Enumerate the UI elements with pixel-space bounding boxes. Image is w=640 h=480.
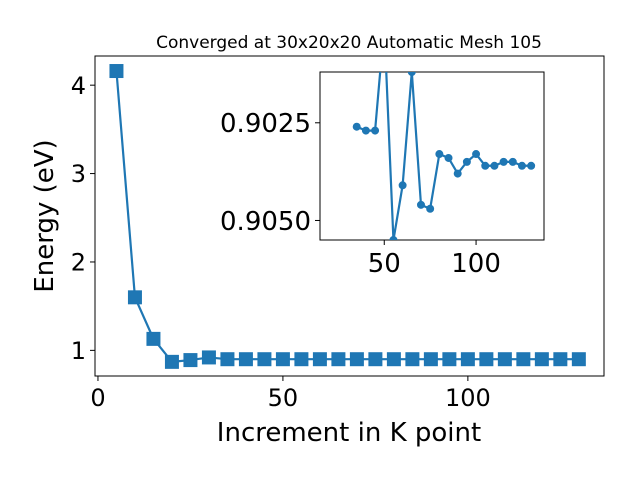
inset-plot: 50 100 0.9025 0.9050 bbox=[220, 71, 545, 279]
inset-frame bbox=[319, 71, 545, 241]
main-data-point bbox=[127, 290, 142, 305]
inset-data-point bbox=[416, 200, 425, 209]
inset-data-point bbox=[481, 161, 490, 170]
main-data-point bbox=[238, 352, 253, 367]
main-data-point bbox=[571, 352, 586, 367]
inset-data-point bbox=[361, 126, 370, 135]
main-data-point bbox=[386, 352, 401, 367]
main-data-point bbox=[460, 352, 475, 367]
main-data-point bbox=[516, 352, 531, 367]
inset-data-point bbox=[499, 157, 508, 166]
chart-title: Converged at 30x20x20 Automatic Mesh 105 bbox=[156, 33, 542, 53]
main-data-point bbox=[479, 352, 494, 367]
main-data-point bbox=[368, 352, 383, 367]
main-data bbox=[109, 64, 586, 369]
inset-data-point bbox=[508, 157, 517, 166]
main-x-tick-label: 100 bbox=[445, 384, 491, 412]
main-data-point bbox=[423, 352, 438, 367]
inset-data-point bbox=[352, 122, 361, 131]
main-data-point bbox=[201, 350, 216, 365]
inset-data-point bbox=[462, 157, 471, 166]
main-plot: 0 50 100 1 2 3 4 bbox=[71, 55, 605, 412]
inset-data-point bbox=[407, 72, 416, 76]
inset-data-point bbox=[435, 150, 444, 159]
main-x-tick-label: 50 bbox=[268, 384, 299, 412]
main-data-point bbox=[275, 352, 290, 367]
inset-data-point bbox=[517, 161, 526, 170]
inset-data-point bbox=[398, 181, 407, 190]
inset-data bbox=[352, 72, 536, 240]
inset-data-point bbox=[371, 126, 380, 135]
main-data-point bbox=[294, 352, 309, 367]
y-axis-label: Energy (eV) bbox=[30, 139, 60, 292]
inset-data-point bbox=[490, 161, 499, 170]
main-data-point bbox=[331, 352, 346, 367]
main-frame bbox=[94, 55, 605, 377]
main-data-point bbox=[442, 352, 457, 367]
inset-data-point bbox=[453, 169, 462, 178]
main-y-tick-label: 3 bbox=[71, 160, 86, 188]
main-data-point bbox=[146, 331, 161, 346]
main-x-tick-label: 0 bbox=[90, 384, 105, 412]
main-data-point bbox=[349, 352, 364, 367]
inset-data-point bbox=[389, 236, 398, 240]
inset-x-tick-label: 50 bbox=[368, 249, 401, 279]
main-data-point bbox=[312, 352, 327, 367]
main-data-point bbox=[183, 353, 198, 368]
inset-data-point bbox=[527, 161, 536, 170]
main-y-tick-label: 2 bbox=[71, 249, 86, 277]
inset-data-point bbox=[444, 153, 453, 162]
main-data-point bbox=[109, 64, 124, 79]
inset-x-tick-label: 100 bbox=[451, 249, 501, 279]
main-data-point bbox=[220, 352, 235, 367]
main-y-tick-label: 1 bbox=[71, 337, 86, 365]
main-data-point bbox=[553, 352, 568, 367]
main-data-point bbox=[497, 352, 512, 367]
inset-data-point bbox=[472, 150, 481, 159]
main-data-point bbox=[405, 352, 420, 367]
main-data-point bbox=[164, 354, 179, 369]
x-axis-label: Increment in K point bbox=[217, 418, 481, 448]
main-data-point bbox=[534, 352, 549, 367]
main-y-tick-label: 4 bbox=[71, 72, 86, 100]
main-data-point bbox=[257, 352, 272, 367]
inset-y-tick-label: 0.9025 bbox=[220, 109, 311, 139]
inset-y-tick-label: 0.9050 bbox=[220, 207, 311, 237]
inset-data-point bbox=[426, 204, 435, 213]
